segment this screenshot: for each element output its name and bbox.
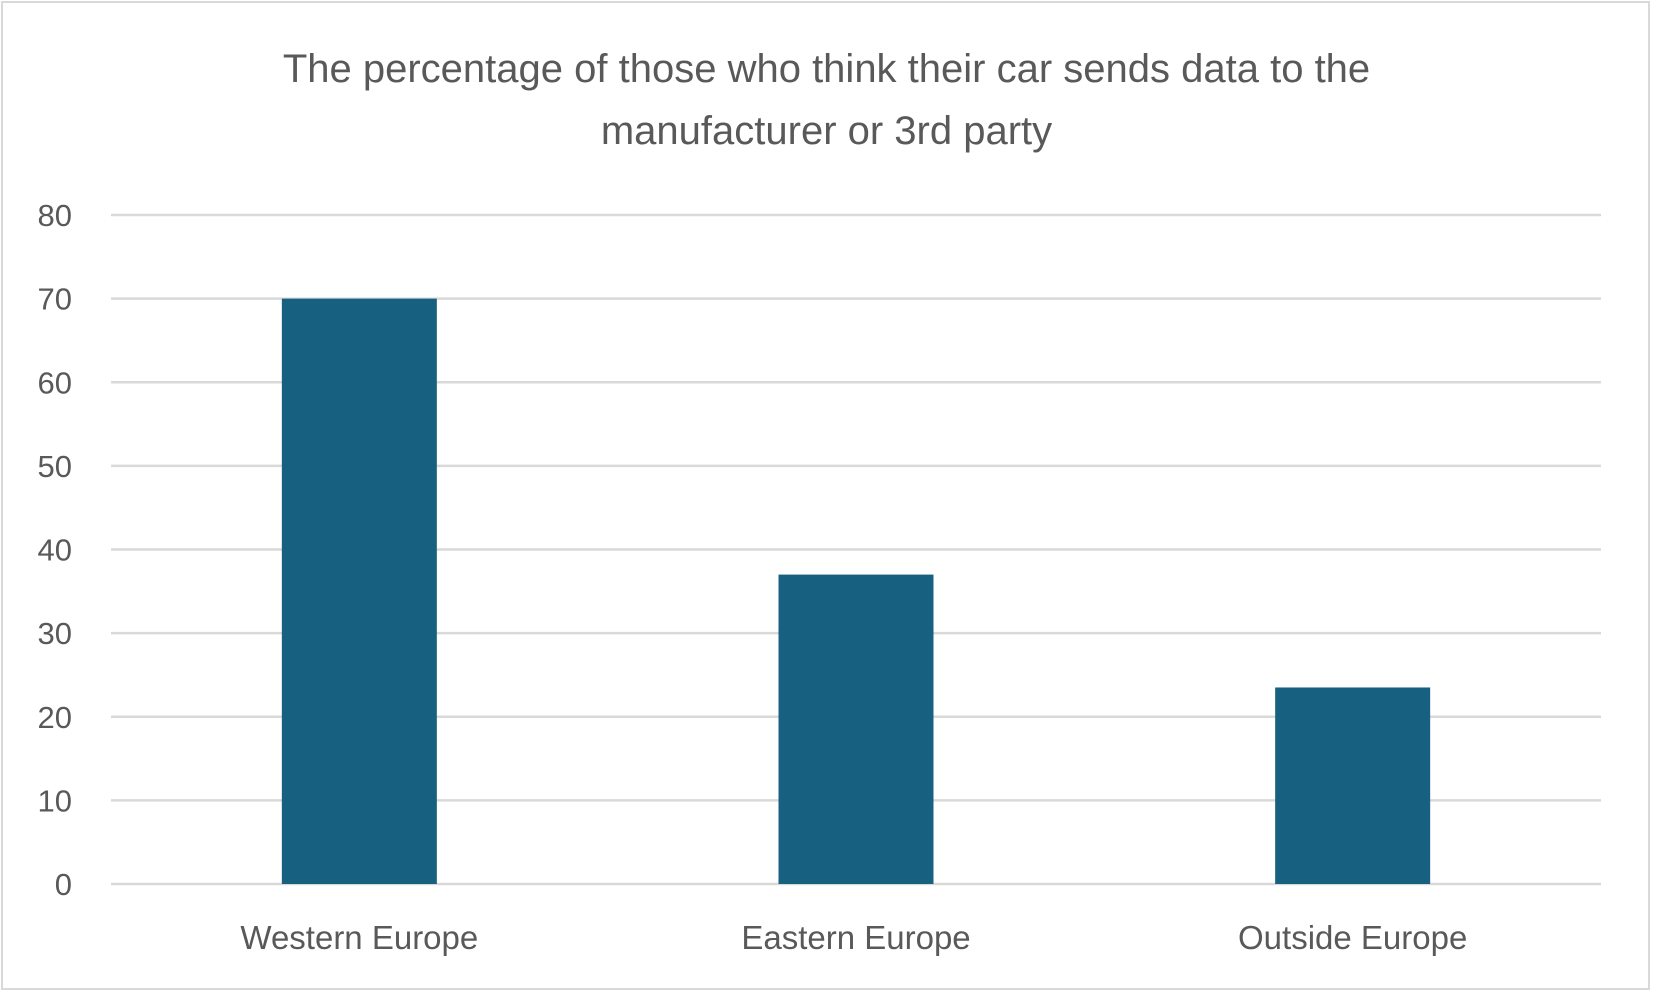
y-tick-label: 40 [38,533,72,568]
y-tick-label: 80 [38,198,72,233]
y-axis-tick-labels: 0 10 20 30 40 50 60 70 80 [38,198,72,902]
y-tick-label: 70 [38,282,72,317]
x-category-label: Outside Europe [1238,919,1467,956]
x-axis-category-labels: Western Europe Eastern Europe Outside Euro… [240,919,1467,956]
y-tick-label: 10 [38,783,72,818]
y-tick-label: 50 [38,449,72,484]
y-tick-label: 20 [38,700,72,735]
chart-title-line-1: The percentage of those who think their … [282,47,1371,91]
bars [281,298,1431,884]
y-tick-label: 60 [38,365,72,400]
y-tick-label: 30 [38,616,72,651]
bar-western-europe [281,298,437,884]
x-category-label: Eastern Europe [741,919,970,956]
y-tick-label: 0 [55,867,72,902]
bar-eastern-europe [778,574,934,884]
chart-title-line-2: manufacturer or 3rd party [600,109,1053,153]
chart-title: The percentage of those who think their … [0,38,1653,162]
bar-outside-europe [1275,687,1431,884]
x-category-label: Western Europe [240,919,478,956]
